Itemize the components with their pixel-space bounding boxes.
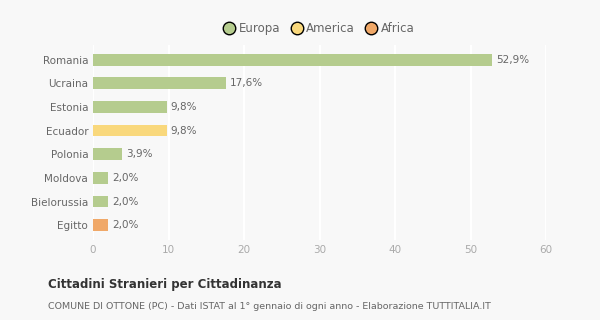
Bar — [93, 77, 226, 89]
Bar — [93, 196, 108, 207]
Bar — [93, 172, 108, 184]
Bar — [93, 148, 122, 160]
Bar — [93, 101, 167, 113]
Bar — [93, 219, 108, 231]
Text: Cittadini Stranieri per Cittadinanza: Cittadini Stranieri per Cittadinanza — [48, 278, 281, 292]
Bar — [93, 125, 167, 137]
Text: 17,6%: 17,6% — [230, 78, 263, 88]
Bar — [93, 54, 493, 66]
Text: 9,8%: 9,8% — [171, 125, 197, 136]
Text: 9,8%: 9,8% — [171, 102, 197, 112]
Text: 52,9%: 52,9% — [496, 55, 529, 65]
Text: 2,0%: 2,0% — [112, 173, 138, 183]
Text: 2,0%: 2,0% — [112, 220, 138, 230]
Text: COMUNE DI OTTONE (PC) - Dati ISTAT al 1° gennaio di ogni anno - Elaborazione TUT: COMUNE DI OTTONE (PC) - Dati ISTAT al 1°… — [48, 302, 491, 311]
Text: 2,0%: 2,0% — [112, 196, 138, 206]
Text: 3,9%: 3,9% — [126, 149, 153, 159]
Legend: Europa, America, Africa: Europa, America, Africa — [220, 18, 419, 40]
